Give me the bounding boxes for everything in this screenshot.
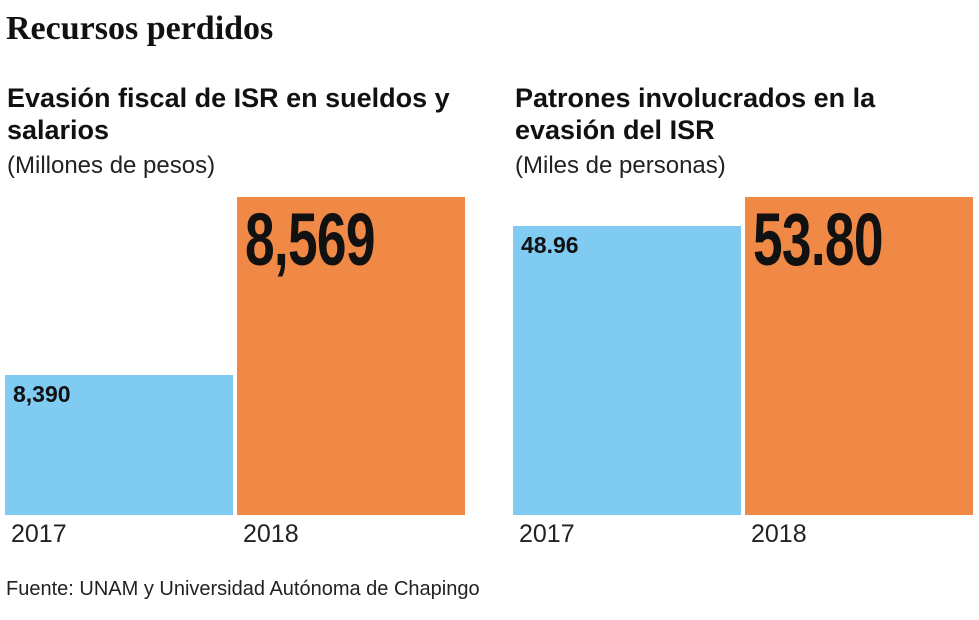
x-tick-label: 2017 <box>11 520 67 548</box>
x-tick-label: 2018 <box>243 520 299 548</box>
value-label: 8,390 <box>13 381 71 408</box>
bar <box>745 197 973 515</box>
chart-title: Patrones involucrados en la evasión del … <box>515 83 876 145</box>
chart-subtitle: (Miles de personas) <box>515 152 726 179</box>
bar <box>237 197 465 515</box>
value-label: 8,569 <box>245 198 375 281</box>
x-tick-label: 2017 <box>519 520 575 548</box>
value-label: 48.96 <box>521 231 579 258</box>
chart-title: Evasión fiscal de ISR en sueldos y salar… <box>7 83 450 145</box>
chart-subtitle: (Millones de pesos) <box>7 152 216 179</box>
x-tick-label: 2018 <box>751 520 807 548</box>
bar <box>513 225 741 515</box>
page-title: Recursos perdidos <box>6 10 274 47</box>
value-label: 53.80 <box>753 198 883 281</box>
source: Fuente: UNAM y Universidad Autónoma de C… <box>6 578 480 600</box>
bar <box>5 375 233 515</box>
